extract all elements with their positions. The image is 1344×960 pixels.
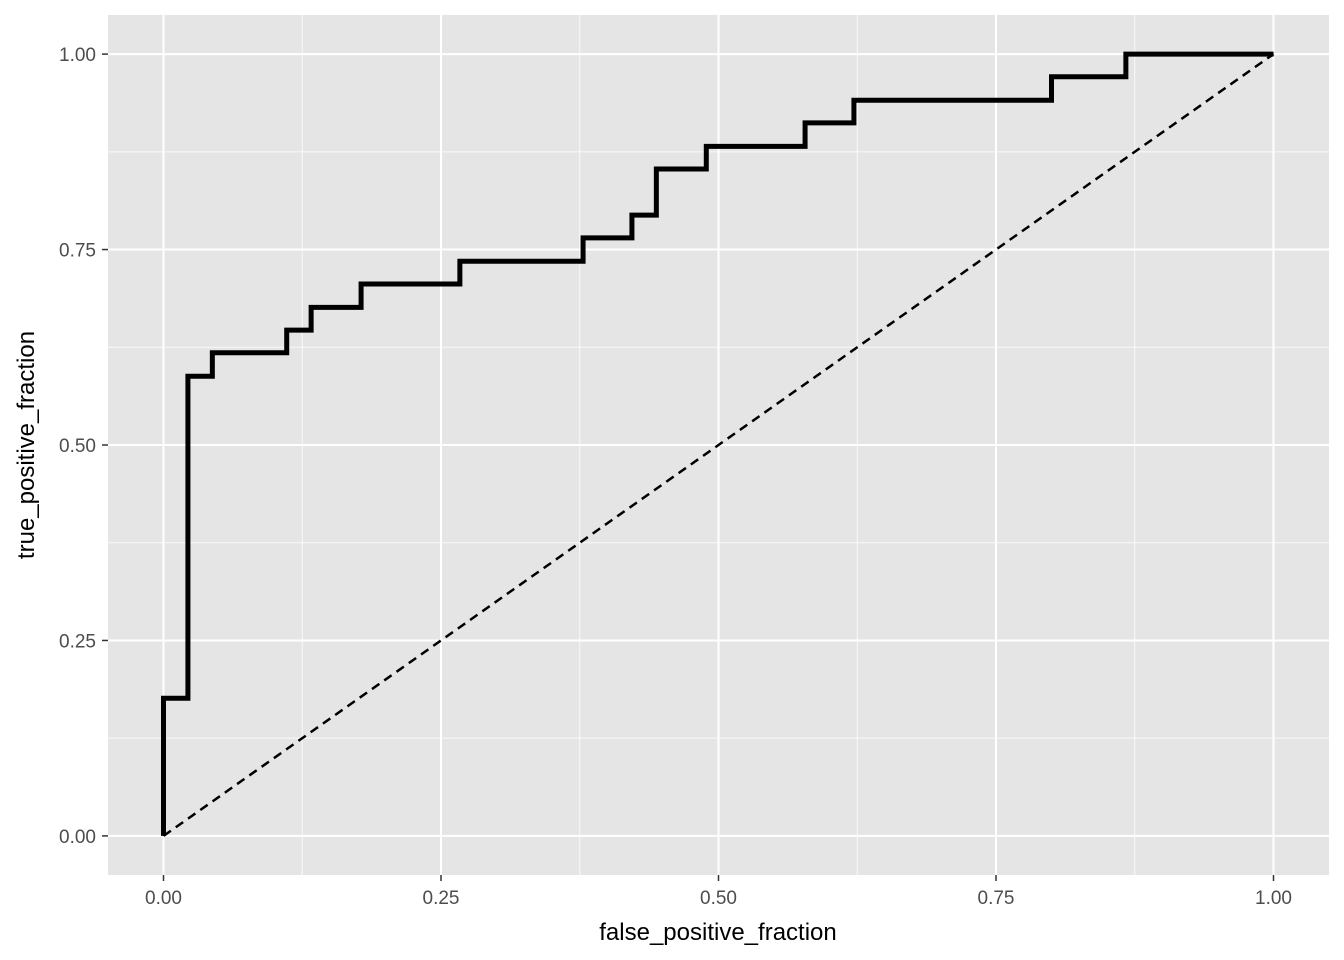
x-tick-label: 0.25 [423, 888, 460, 909]
y-tick-label: 1.00 [59, 45, 96, 66]
x-tick-label: 0.00 [145, 888, 182, 909]
y-tick-label: 0.25 [59, 631, 96, 652]
x-axis-title: false_positive_fraction [599, 919, 836, 946]
y-tick-label: 0.75 [59, 241, 96, 262]
y-tick-label: 0.50 [59, 436, 96, 457]
y-axis-title: true_positive_fraction [13, 331, 40, 559]
x-axis: 0.00 0.25 0.50 0.75 1.00 [145, 875, 1292, 909]
x-tick-label: 1.00 [1255, 888, 1292, 909]
y-axis: 0.00 0.25 0.50 0.75 1.00 [59, 45, 108, 848]
reference-diagonal-line [162, 53, 1275, 837]
x-tick-label: 0.50 [700, 888, 737, 909]
roc-curve-line [161, 51, 1274, 836]
series-layer [161, 51, 1275, 837]
x-tick-label: 0.75 [978, 888, 1015, 909]
y-tick-label: 0.00 [59, 827, 96, 848]
